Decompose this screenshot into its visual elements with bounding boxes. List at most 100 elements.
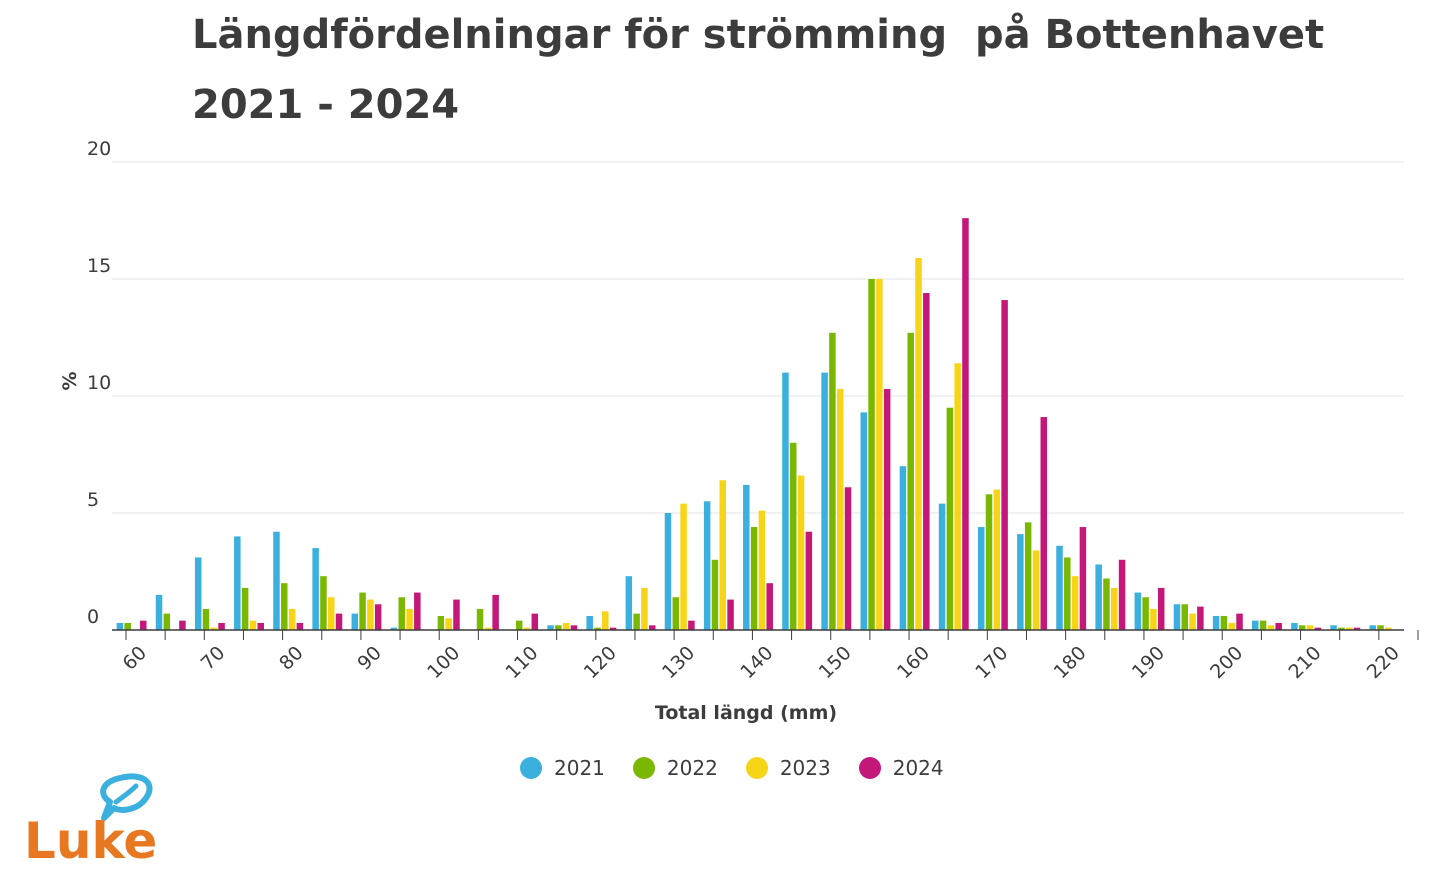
bar-2024-105 bbox=[492, 594, 499, 630]
bar-2022-210 bbox=[1298, 625, 1306, 630]
bar-2022-125 bbox=[633, 613, 640, 630]
legend-swatch-2024 bbox=[858, 757, 881, 779]
bar-2021-65 bbox=[155, 594, 163, 630]
bar-2024-185 bbox=[1118, 559, 1126, 630]
bar-2022-65 bbox=[163, 613, 171, 630]
bar-2023-160 bbox=[915, 257, 922, 630]
leaf-icon bbox=[100, 773, 153, 821]
bar-2023-145 bbox=[797, 475, 805, 630]
bar-2022-135 bbox=[711, 559, 719, 630]
legend-label-2023: 2023 bbox=[779, 756, 831, 780]
bar-2022-200 bbox=[1220, 615, 1228, 630]
legend: 2021 2022 2023 2024 bbox=[520, 756, 944, 780]
bar-2021-180 bbox=[1056, 545, 1063, 630]
bar-2024-165 bbox=[962, 218, 969, 630]
bar-2023-200 bbox=[1228, 622, 1235, 630]
bar-2024-160 bbox=[923, 293, 930, 630]
bar-2022-105 bbox=[476, 608, 484, 630]
bar-2023-220 bbox=[1385, 627, 1392, 630]
bar-2022-220 bbox=[1377, 625, 1384, 630]
bar-2022-75 bbox=[241, 587, 249, 630]
chart-title-line-2: 2021 - 2024 bbox=[192, 82, 460, 128]
bar-2021-130 bbox=[664, 513, 672, 630]
bar-2023-195 bbox=[1189, 613, 1196, 630]
bar-2024-85 bbox=[335, 613, 343, 630]
x-tick-label-70: 70 bbox=[197, 642, 230, 675]
y-tick-label-10: 10 bbox=[87, 372, 111, 394]
x-tick-label-190: 190 bbox=[1128, 642, 1169, 683]
bar-2022-95 bbox=[398, 597, 405, 630]
x-tick-label-110: 110 bbox=[501, 642, 542, 683]
y-tick-label-20: 20 bbox=[87, 138, 111, 160]
bar-2022-100 bbox=[437, 615, 445, 630]
logo-text: Luke bbox=[24, 812, 157, 870]
bar-2024-125 bbox=[648, 625, 656, 630]
x-tick-label-60: 60 bbox=[118, 642, 151, 675]
bar-2024-110 bbox=[531, 613, 539, 630]
x-tick-label-150: 150 bbox=[815, 642, 856, 683]
bar-2023-135 bbox=[719, 480, 726, 630]
bar-2023-120 bbox=[602, 611, 609, 630]
bar-2022-85 bbox=[320, 576, 327, 630]
legend-item-2022[interactable]: 2022 bbox=[632, 756, 718, 780]
bar-2023-210 bbox=[1306, 625, 1314, 630]
bar-2022-185 bbox=[1103, 578, 1110, 630]
y-axis-title: % bbox=[59, 371, 81, 390]
bar-2021-85 bbox=[312, 548, 319, 630]
bar-2023-165 bbox=[954, 363, 961, 630]
bar-2024-170 bbox=[1001, 300, 1008, 630]
bar-2024-75 bbox=[257, 622, 264, 630]
bar-2022-90 bbox=[359, 592, 366, 630]
x-tick-label-100: 100 bbox=[423, 642, 464, 683]
bar-2023-190 bbox=[1150, 608, 1157, 630]
bar-2022-165 bbox=[946, 407, 954, 630]
bar-2022-140 bbox=[750, 527, 758, 630]
bar-2024-60 bbox=[140, 620, 147, 630]
bar-2021-145 bbox=[782, 372, 789, 630]
bar-2021-95 bbox=[390, 627, 398, 630]
legend-item-2024[interactable]: 2024 bbox=[858, 756, 944, 780]
bar-2021-160 bbox=[899, 466, 907, 630]
legend-label-2022: 2022 bbox=[666, 756, 718, 780]
bar-2024-90 bbox=[374, 604, 382, 630]
bar-2024-175 bbox=[1040, 417, 1048, 630]
x-tick-label-220: 220 bbox=[1363, 642, 1404, 683]
y-tick-label-15: 15 bbox=[87, 255, 111, 277]
bar-2024-205 bbox=[1275, 622, 1282, 630]
legend-label-2021: 2021 bbox=[554, 756, 605, 780]
bar-2023-110 bbox=[523, 627, 531, 630]
bar-2021-70 bbox=[194, 557, 202, 630]
legend-label-2024: 2024 bbox=[892, 756, 944, 780]
x-tick-label-210: 210 bbox=[1284, 642, 1325, 683]
bar-2023-100 bbox=[445, 618, 452, 630]
bar-2022-60 bbox=[124, 622, 131, 630]
bar-2024-70 bbox=[218, 622, 225, 630]
bar-2023-75 bbox=[249, 620, 257, 630]
bar-2022-130 bbox=[672, 597, 680, 630]
bar-2022-175 bbox=[1024, 522, 1032, 630]
bar-2023-70 bbox=[210, 627, 218, 630]
bar-2021-135 bbox=[703, 501, 711, 630]
legend-item-2023[interactable]: 2023 bbox=[745, 756, 831, 780]
x-tick-label-120: 120 bbox=[580, 642, 621, 683]
bar-2023-80 bbox=[288, 608, 296, 630]
bar-2024-200 bbox=[1236, 613, 1243, 630]
bar-2023-215 bbox=[1345, 627, 1353, 630]
bar-2023-175 bbox=[1032, 550, 1040, 630]
bar-2023-130 bbox=[680, 503, 687, 630]
bar-2021-185 bbox=[1095, 564, 1102, 630]
y-tick-label-5: 5 bbox=[87, 489, 99, 511]
bar-2024-115 bbox=[570, 625, 578, 630]
bar-2023-105 bbox=[484, 627, 492, 630]
bar-2022-155 bbox=[868, 279, 875, 630]
bar-2021-75 bbox=[234, 536, 241, 630]
legend-item-2021[interactable]: 2021 bbox=[520, 756, 605, 780]
bar-2023-180 bbox=[1071, 576, 1079, 630]
bar-2021-80 bbox=[273, 531, 280, 630]
bar-2022-205 bbox=[1259, 620, 1267, 630]
bar-2024-180 bbox=[1079, 527, 1087, 630]
bar-2021-170 bbox=[977, 527, 985, 630]
bar-2024-155 bbox=[883, 388, 891, 630]
bar-2023-90 bbox=[367, 599, 374, 630]
